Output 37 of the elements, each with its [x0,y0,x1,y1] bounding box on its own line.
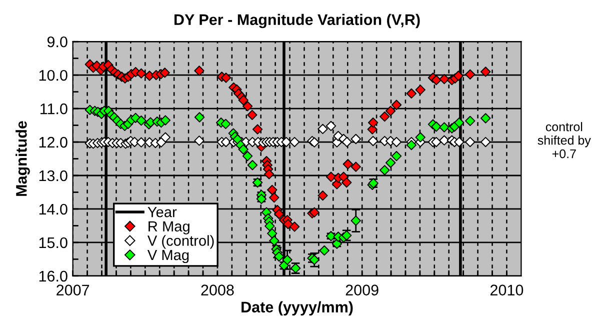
x-tick-label: 2007 [56,284,90,296]
y-tick-label: 10.0 [39,70,68,81]
x-axis-title: Date (yyyy/mm) [242,301,353,316]
legend-label: V (control) [147,235,214,249]
y-tick-label: 13.0 [39,170,68,182]
point [391,136,402,148]
chart-title: DY Per - Magnitude Variation (V,R) [174,14,420,28]
point [431,136,442,148]
point [289,136,300,148]
y-tick-label: 16.0 [39,270,68,282]
point [350,134,361,144]
point [194,136,204,146]
point [136,137,146,148]
y-tick-label: 11.0 [40,103,68,114]
legend-label: R Mag [148,221,190,234]
point [318,124,328,134]
point [439,135,450,146]
y-tick-label: 15.0 [39,237,68,248]
x-tick-label: 2008 [201,284,234,296]
point [465,136,476,148]
point [480,136,491,148]
point [281,136,292,148]
y-tick-label: 12.0 [39,136,68,148]
point [220,136,232,148]
point [326,120,336,132]
ref-line-label: Year [148,207,177,218]
point [342,136,352,148]
x-tick-label: 2009 [346,284,378,296]
y-tick-label: 9.0 [47,36,68,48]
point [454,136,464,148]
point [368,136,378,146]
legend-label: V Mag [147,250,189,264]
y-tick-label: 14.0 [39,204,68,215]
point [160,132,170,142]
x-tick-label: 2010 [490,284,524,296]
y-axis-title: Magnitude [16,121,30,196]
text: control shifted by +0.7 [538,122,591,158]
